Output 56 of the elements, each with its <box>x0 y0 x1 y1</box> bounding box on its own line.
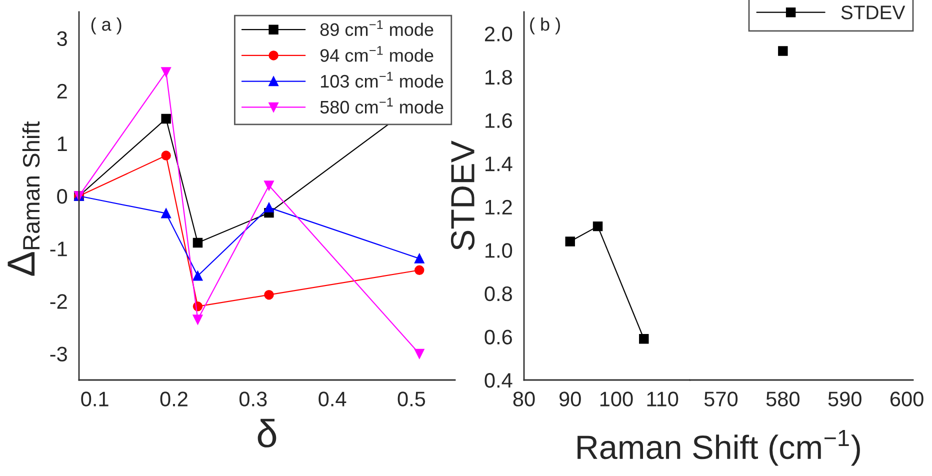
legend-label: 89 cm$^{−1}$ mode <box>320 20 434 36</box>
x-tick-label: 0.5 <box>398 392 426 406</box>
point <box>264 202 274 212</box>
y-tick-label: 0 <box>57 189 68 204</box>
x-tick-label: 0.2 <box>160 392 188 406</box>
point <box>414 348 424 359</box>
legend-label: STDEV <box>841 6 906 20</box>
y-tick-label: 0.4 <box>484 373 512 388</box>
y-tick-label: 0.6 <box>484 330 512 344</box>
chart-title: ( b ) <box>530 18 560 34</box>
y-tick-label: 1.2 <box>486 200 512 214</box>
y-tick-label: 1.6 <box>486 113 512 128</box>
point <box>192 271 203 281</box>
y-tick-label: -1 <box>50 242 67 256</box>
point <box>161 67 171 77</box>
x-tick-label: 590 <box>828 392 862 406</box>
y-tick-label: -2 <box>50 294 67 309</box>
y-axis-title: ΔRaman Shift <box>8 121 40 276</box>
legend-label: 580 cm$^{−1}$ mode <box>320 98 444 114</box>
x-tick-label: 600 <box>890 392 924 406</box>
point <box>161 208 171 218</box>
x-tick-label: 90 <box>560 392 581 406</box>
point <box>414 254 424 264</box>
legend-label: 94 cm$^{−1}$ mode <box>320 46 434 62</box>
point <box>264 180 274 190</box>
point <box>161 114 171 124</box>
x-tick-label: 80 <box>513 392 535 406</box>
point <box>192 314 203 324</box>
x-tick-label: 100 <box>600 392 633 406</box>
point <box>639 334 649 344</box>
x-tick-label: 0.4 <box>318 392 346 406</box>
x-axis-title: Raman Shift (cm$^{−1}$) <box>578 430 860 466</box>
point <box>592 221 603 232</box>
y-tick-label: 2 <box>57 84 67 98</box>
x-tick-label: 0.1 <box>81 392 108 406</box>
point <box>264 290 274 300</box>
point <box>192 238 203 248</box>
y-tick-label: -3 <box>50 346 67 362</box>
legend-label: 103 cm$^{−1}$ mode <box>320 72 444 88</box>
x-tick-label: 580 <box>766 392 800 406</box>
y-tick-label: 1.4 <box>486 156 512 172</box>
y-tick-label: 0.8 <box>484 286 512 302</box>
point <box>161 150 171 160</box>
x-tick-label: 570 <box>704 392 738 406</box>
y-tick-label: 2.0 <box>484 26 512 42</box>
y-tick-label: 1 <box>58 136 67 151</box>
chart-title: ( a ) <box>91 18 122 34</box>
point <box>414 265 424 275</box>
y-tick-label: 1.8 <box>486 70 512 85</box>
y-axis-title: STDEV <box>450 140 475 250</box>
x-tick-label: 110 <box>647 392 678 406</box>
y-tick-label: 3 <box>57 31 67 46</box>
x-axis-title: δ <box>258 418 276 448</box>
x-tick-label: 0.3 <box>239 392 267 406</box>
point <box>565 236 575 246</box>
y-tick-label: 1.0 <box>486 243 512 258</box>
